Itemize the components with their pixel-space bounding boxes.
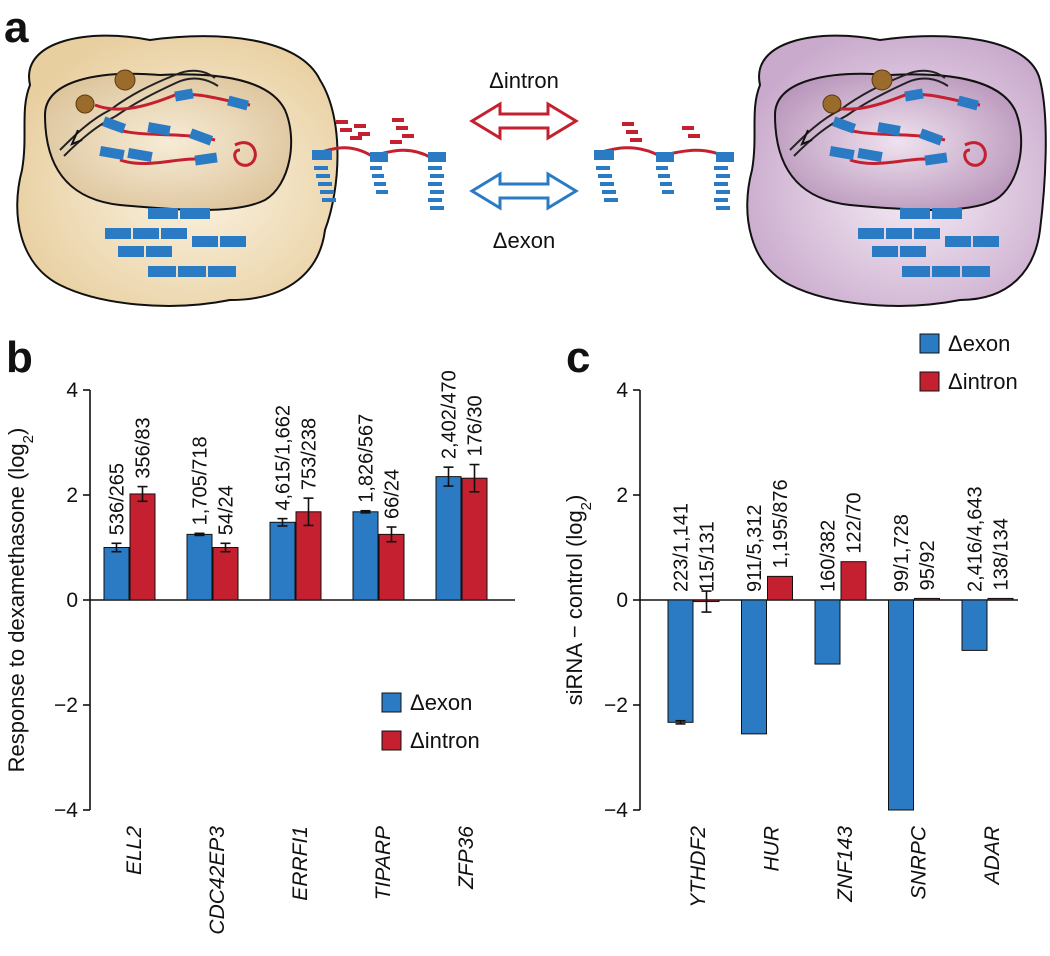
panel-b-y-tick-label: 2 bbox=[66, 484, 78, 507]
panel-b-bar-exon bbox=[435, 476, 462, 601]
panel-b-legend-label: Δintron bbox=[410, 728, 480, 753]
panel-b-count-label: 1,705/718 bbox=[190, 436, 212, 525]
panel-c-count-label: 1,195/876 bbox=[770, 479, 792, 568]
panel-c-bar-exon bbox=[888, 599, 914, 811]
right-read-pileup bbox=[594, 122, 734, 210]
panel-b-count-label: 1,826/567 bbox=[356, 414, 378, 503]
panel-b-count-label: 176/30 bbox=[465, 395, 487, 456]
panel-b-count-label: 536/265 bbox=[107, 463, 129, 535]
panel-b-bar-intron bbox=[461, 477, 488, 601]
panel-b-bar-exon bbox=[269, 521, 296, 601]
panel-c-letter: c bbox=[566, 333, 590, 382]
exon-arrow: Δexon bbox=[469, 171, 579, 253]
left-cell-illustration bbox=[16, 34, 339, 307]
panel-b-count-label: 66/24 bbox=[382, 469, 404, 519]
panel-b-category-label: ERRFI1 bbox=[289, 826, 312, 901]
panel-b-y-tick-label: 4 bbox=[66, 379, 78, 402]
panel-b-bar-intron bbox=[295, 511, 322, 601]
panel-c-category-label: HUR bbox=[761, 826, 784, 872]
panel-a-letter: a bbox=[4, 3, 29, 52]
panel-c-count-label: 115/131 bbox=[697, 521, 719, 592]
panel-b-y-tick-label: −4 bbox=[54, 799, 78, 822]
panel-c-category-label: YTHDF2 bbox=[687, 826, 710, 908]
panel-c-category-label: SNRPC bbox=[908, 825, 931, 899]
panel-b-legend-swatch bbox=[381, 730, 402, 751]
panel-c-count-label: 95/92 bbox=[917, 540, 939, 590]
panel-b-category-label: CDC42EP3 bbox=[206, 826, 229, 935]
panel-b-letter: b bbox=[6, 333, 33, 382]
panel-c-bar-exon bbox=[961, 599, 988, 651]
panel-c-y-tick-label: 4 bbox=[616, 379, 628, 402]
panel-c-y-tick-label: −2 bbox=[604, 694, 628, 717]
panel-c-category-label: ZNF143 bbox=[834, 826, 857, 903]
panel-b-y-axis-label-end: ) bbox=[4, 428, 29, 435]
panel-c-y-tick-label: 0 bbox=[616, 589, 628, 612]
panel-c-count-label: 99/1,728 bbox=[891, 514, 913, 592]
intron-arrow: Δintron bbox=[469, 68, 579, 141]
panel-b-y-axis-label-sub: 2 bbox=[20, 435, 37, 443]
panel-c-legend-label: Δintron bbox=[948, 369, 1018, 394]
panel-b-y-axis-label-main: Response to dexamethasone (log bbox=[4, 443, 29, 772]
panel-b-count-label: 753/238 bbox=[299, 418, 321, 490]
panel-c-count-label: 138/134 bbox=[991, 518, 1013, 590]
right-cell-illustration bbox=[746, 34, 1047, 307]
panel-b-bar-exon bbox=[103, 547, 130, 601]
panel-b-y-tick-label: −2 bbox=[54, 694, 78, 717]
panel-c-bar-intron bbox=[987, 597, 1014, 601]
panel-c-count-label: 223/1,141 bbox=[671, 503, 693, 592]
panel-c-count-label: 911/5,312 bbox=[744, 505, 766, 593]
panel-b-y-axis-label: Response to dexamethasone (log2) bbox=[4, 428, 37, 773]
panel-b-bar-exon bbox=[352, 511, 379, 601]
panel-b-legend-swatch bbox=[381, 692, 402, 713]
panel-c-legend-label: Δexon bbox=[948, 331, 1010, 356]
panel-c-legend-swatch bbox=[919, 371, 940, 392]
panel-b-count-label: 356/83 bbox=[133, 417, 155, 478]
exon-arrow-label: Δexon bbox=[493, 228, 555, 253]
panel-c-count-label: 160/382 bbox=[818, 520, 840, 592]
panel-b-category-label: ZFP36 bbox=[455, 826, 478, 890]
panel-b-bar-intron bbox=[212, 547, 239, 601]
panel-c-y-axis-label-end: ) bbox=[562, 495, 587, 502]
panel-b-count-label: 2,402/470 bbox=[439, 370, 461, 459]
panel-c-bar-exon bbox=[814, 599, 841, 665]
panel-a: a bbox=[4, 3, 1047, 307]
panel-b-category-label: ELL2 bbox=[123, 826, 146, 875]
intron-arrow-label: Δintron bbox=[489, 68, 559, 93]
panel-c-legend-swatch bbox=[919, 333, 940, 354]
panel-b-bar-intron bbox=[129, 493, 156, 601]
panel-b-category-label: TIPARP bbox=[372, 826, 395, 900]
panel-b-count-label: 4,615/1,662 bbox=[273, 405, 295, 511]
panel-b-legend-label: Δexon bbox=[410, 690, 472, 715]
panel-c-count-label: 2,416/4,643 bbox=[965, 486, 987, 592]
panel-c-bar-intron bbox=[840, 561, 867, 601]
panel-c-category-label: ADAR bbox=[981, 826, 1004, 886]
panel-b-bar-intron bbox=[378, 533, 405, 601]
panel-c-y-tick-label: −4 bbox=[604, 799, 628, 822]
panel-c-bar-exon bbox=[741, 599, 767, 735]
panel-c-count-label: 122/70 bbox=[844, 493, 866, 554]
panel-b-count-label: 54/24 bbox=[216, 485, 238, 535]
panel-c-y-tick-label: 2 bbox=[616, 484, 628, 507]
panel-c-y-axis-label: siRNA − control (log2) bbox=[562, 495, 595, 706]
panel-c-bar-exon bbox=[667, 599, 694, 723]
panel-c-bar-intron bbox=[914, 597, 940, 601]
panel-b-bar-exon bbox=[186, 533, 213, 601]
left-read-pileup bbox=[312, 118, 446, 210]
panel-c-y-axis-label-sub: 2 bbox=[578, 502, 595, 510]
panel-c-bar-intron bbox=[767, 575, 793, 601]
panel-b-y-tick-label: 0 bbox=[66, 589, 78, 612]
panel-c-y-axis-label-main: siRNA − control (log bbox=[562, 510, 587, 705]
